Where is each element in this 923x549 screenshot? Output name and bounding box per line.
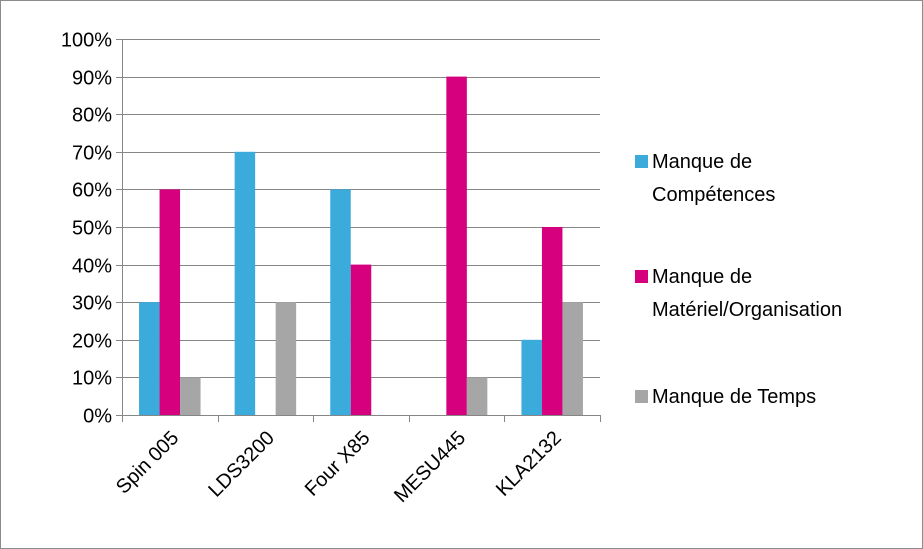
- y-tick-label: 50%: [72, 218, 112, 240]
- bar-manque-de-mat-riel-organisation-4: [541, 227, 563, 415]
- y-tick-label: 0%: [83, 406, 112, 428]
- bar-manque-de-mat-riel-organisation-2: [350, 264, 372, 415]
- bar-manque-de-comp-tences-4: [521, 339, 542, 415]
- y-tick-label: 80%: [72, 105, 112, 127]
- axes: [122, 39, 601, 422]
- bar-manque-de-temps-0: [180, 377, 201, 415]
- y-tick-label: 10%: [72, 368, 112, 390]
- legend-label: Manque de Temps: [652, 386, 816, 408]
- bar-manque-de-temps-4: [562, 302, 583, 415]
- y-tick-label: 40%: [72, 256, 112, 278]
- legend-label: Manque de Matériel/Organisation: [652, 266, 842, 321]
- bar-manque-de-comp-tences-2: [330, 189, 351, 415]
- legend-swatch: [635, 270, 648, 283]
- y-tick-label: 20%: [72, 331, 112, 353]
- y-tick-label: 30%: [72, 293, 112, 315]
- bar-manque-de-comp-tences-0: [139, 302, 160, 415]
- y-tick-label: 90%: [72, 68, 112, 90]
- bars: [139, 76, 583, 416]
- x-tick-label: KLA2132: [492, 427, 566, 501]
- bar-manque-de-comp-tences-1: [234, 151, 256, 416]
- x-tick-label: MESU445: [390, 427, 470, 507]
- x-tick-label: LDS3200: [204, 427, 279, 502]
- bar-manque-de-mat-riel-organisation-3: [446, 76, 467, 415]
- y-tick-labels: 0% 10% 20% 30% 40% 50% 60% 70% 80% 90% 100%: [61, 30, 112, 428]
- x-tick-label: Four X85: [301, 427, 375, 501]
- legend: Manque de Compétences Manque de Matériel/Or…: [635, 151, 842, 408]
- bar-manque-de-mat-riel-organisation-0: [159, 189, 181, 415]
- legend-swatch: [635, 155, 648, 168]
- legend-label: Manque de Compétences: [652, 151, 775, 206]
- y-tick-label: 70%: [72, 143, 112, 165]
- y-tick-label: 100%: [61, 30, 112, 52]
- x-tick-label: Spin 005: [112, 427, 183, 498]
- bar-manque-de-temps-3: [466, 377, 488, 415]
- y-tick-label: 60%: [72, 180, 112, 202]
- bar-manque-de-temps-1: [275, 302, 297, 415]
- x-tick-labels: Spin 005 LDS3200 Four X85 MESU445 KLA2132: [112, 427, 566, 507]
- legend-swatch: [635, 390, 648, 403]
